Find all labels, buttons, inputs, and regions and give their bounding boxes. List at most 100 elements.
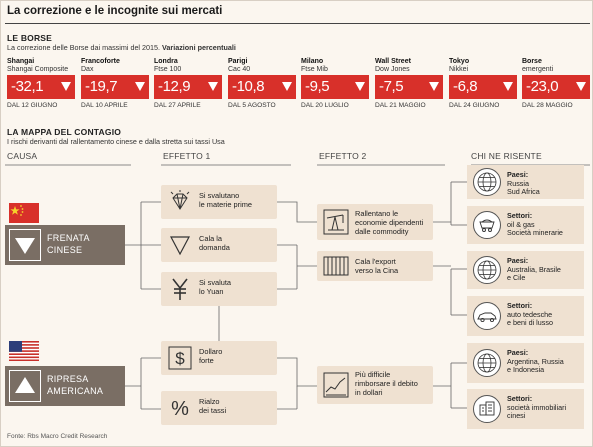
affected-settori-auto: Settori: auto tedesche e beni di lusso <box>467 296 584 336</box>
market-card: Borse emergenti -23,0 DAL 28 MAGGIO <box>522 58 590 109</box>
triangle-down-outline-icon <box>170 236 190 256</box>
effect-label-line1: Dollaro <box>199 347 223 356</box>
market-date: DAL 24 GIUGNO <box>449 102 500 109</box>
market-change-value: -19,7 <box>85 78 118 95</box>
china-flag-icon <box>9 203 39 223</box>
mining-cart-icon <box>473 211 501 239</box>
market-change-value: -10,8 <box>232 78 265 95</box>
market-change-box: -7,5 <box>375 75 443 99</box>
source-note: Fonte: Rbs Macro Credit Research <box>7 433 108 440</box>
effect-label-line2: lo Yuan <box>199 287 224 296</box>
globe-icon <box>473 256 501 284</box>
borse-subtitle: La correzione delle Borse dai massimi de… <box>7 43 236 52</box>
percent-icon: % <box>171 398 189 420</box>
triangle-up-icon <box>9 370 41 402</box>
affected-label: Settori: <box>507 394 533 403</box>
container-icon <box>323 256 349 276</box>
svg-text:%: % <box>171 398 189 420</box>
market-change-value: -6,8 <box>453 78 478 95</box>
column-header-effetto1: EFFETTO 1 <box>163 151 211 161</box>
cause-label-line2: CINESE <box>47 245 83 255</box>
market-card: Francoforte Dax -19,7 DAL 10 APRILE <box>81 58 149 109</box>
market-card: Parigi Cac 40 -10,8 DAL 5 AGOSTO <box>228 58 296 109</box>
title-divider <box>5 23 590 24</box>
market-change-value: -12,9 <box>158 78 191 95</box>
globe-icon <box>473 349 501 377</box>
effect2-commodity: Rallentano le economie dipendenti dalle co… <box>317 204 433 240</box>
affected-line2: Sud Africa <box>507 187 540 197</box>
effect-label-line3: dalle commodity <box>355 227 409 236</box>
down-arrow-icon <box>429 82 439 91</box>
effect-label-line2: economie dipendenti <box>355 218 424 227</box>
yuan-icon <box>172 278 188 300</box>
borse-subtitle-text: La correzione delle Borse dai massimi de… <box>7 43 163 52</box>
effect-label-line2: domanda <box>199 243 230 252</box>
affected-paesi-australia: Paesi: Australia, Brasile e Cile <box>467 251 584 289</box>
effect2-debito: Più difficile rimborsare il debito in doll… <box>317 366 433 404</box>
market-date: DAL 12 GIUGNO <box>7 102 58 109</box>
cause-label-line1: RIPRESA <box>47 374 89 384</box>
oil-pump-icon <box>323 209 349 235</box>
market-change-box: -19,7 <box>81 75 149 99</box>
effect1-yuan: Si svaluta lo Yuan <box>161 272 277 306</box>
cause-ripresa-americana: RIPRESA AMERICANA <box>5 366 125 406</box>
market-date: DAL 21 MAGGIO <box>375 102 426 109</box>
market-change-value: -23,0 <box>526 78 559 95</box>
affected-settori-immobiliari: Settori: società immobiliari cinesi <box>467 389 584 429</box>
cause-frenata-cinese: FRENATA CINESE <box>5 225 125 265</box>
affected-line2: Società minerarie <box>507 228 563 238</box>
usa-flag-icon <box>9 341 39 361</box>
affected-label: Settori: <box>507 301 533 310</box>
market-date: DAL 10 APRILE <box>81 102 128 109</box>
effect1-dollaro: $ Dollaro forte <box>161 341 277 375</box>
down-arrow-icon <box>282 82 292 91</box>
market-city: Francoforte <box>81 58 120 65</box>
triangle-down-icon <box>9 229 41 261</box>
borse-heading: LE BORSE <box>7 33 53 43</box>
effect-label-line1: Rialzo <box>199 397 220 406</box>
market-card: Wall Street Dow Jones -7,5 DAL 21 MAGGIO <box>375 58 443 109</box>
market-card: Shangai Shangai Composite -32,1 DAL 12 G… <box>7 58 75 109</box>
affected-line2: cinesi <box>507 411 526 421</box>
market-index: Dax <box>81 66 94 73</box>
market-date: DAL 27 APRILE <box>154 102 201 109</box>
cause-label-line1: FRENATA <box>47 233 90 243</box>
market-index: Dow Jones <box>375 66 410 73</box>
effect-label-line2: le materie prime <box>199 200 252 209</box>
effect-label-line3: in dollari <box>355 388 383 397</box>
affected-label: Paesi: <box>507 170 529 179</box>
cause-label-line2: AMERICANA <box>47 386 104 396</box>
column-header-chi: CHI NE RISENTE <box>471 151 542 161</box>
effect-label-line2: verso la Cina <box>355 266 399 275</box>
market-date: DAL 20 LUGLIO <box>301 102 349 109</box>
market-index: Shangai Composite <box>7 66 69 73</box>
affected-line1: Argentina, Russia <box>507 356 564 366</box>
effect-label-line2: rimborsare il debito <box>355 379 418 388</box>
affected-line1: oil & gas <box>507 219 535 229</box>
dollar-icon: $ <box>168 346 192 370</box>
effect1-materie-prime: Si svalutano le materie prime <box>161 185 277 219</box>
down-arrow-icon <box>576 82 586 91</box>
market-index: Ftse Mib <box>301 66 328 73</box>
effect-label-line1: Cala la <box>199 234 223 243</box>
affected-settori-oil: Settori: oil & gas Società minerarie <box>467 206 584 244</box>
effect-label-line1: Cala l'export <box>355 257 396 266</box>
market-change-box: -6,8 <box>449 75 517 99</box>
market-change-box: -12,9 <box>154 75 222 99</box>
page-title: La correzione e le incognite sui mercati <box>7 5 223 17</box>
mappa-subtitle: I rischi derivanti dal rallentamento cin… <box>7 137 225 146</box>
effect1-tassi: % Rialzo dei tassi <box>161 391 277 425</box>
effect-label-line1: Si svaluta <box>199 278 232 287</box>
affected-line2: e beni di lusso <box>507 318 553 328</box>
down-arrow-icon <box>61 82 71 91</box>
market-date: DAL 28 MAGGIO <box>522 102 573 109</box>
market-change-box: -32,1 <box>7 75 75 99</box>
market-city: Tokyo <box>449 58 470 65</box>
mappa-heading: LA MAPPA DEL CONTAGIO <box>7 127 122 137</box>
effect2-export: Cala l'export verso la Cina <box>317 251 433 281</box>
column-header-effetto2: EFFETTO 2 <box>319 151 367 161</box>
effect-label-line2: forte <box>199 356 214 365</box>
market-change-value: -9,5 <box>305 78 330 95</box>
chart-icon <box>323 372 349 398</box>
affected-label: Paesi: <box>507 256 529 265</box>
